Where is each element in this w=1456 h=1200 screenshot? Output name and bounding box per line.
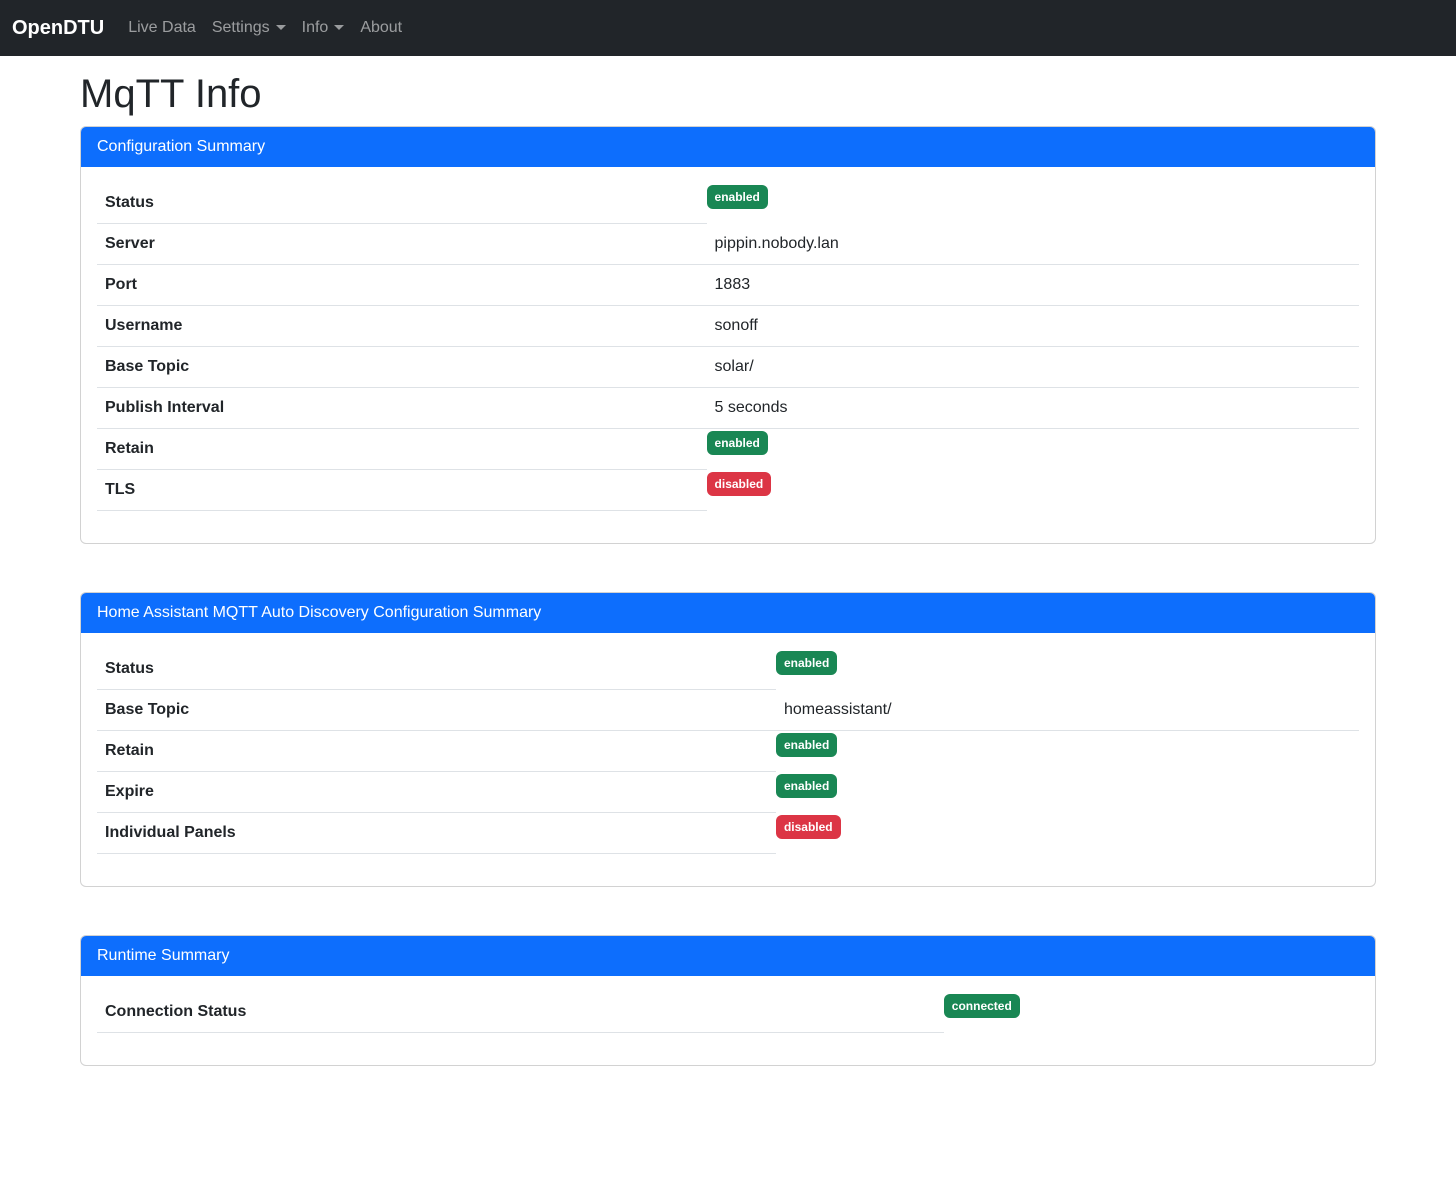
table-row-retain: Retain enabled: [97, 730, 1359, 772]
row-value: homeassistant/: [775, 689, 1359, 731]
card-header-runtime-summary: Runtime Summary: [81, 936, 1375, 976]
status-badge: enabled: [775, 773, 838, 798]
row-label: Status: [97, 183, 707, 224]
nav-item-wrap: Info: [294, 11, 353, 45]
status-badge: disabled: [706, 471, 772, 496]
navbar-brand[interactable]: OpenDTU: [12, 16, 105, 39]
row-label: Base Topic: [97, 689, 776, 731]
row-label: TLS: [97, 469, 707, 511]
row-label: Username: [97, 305, 707, 347]
card-header-home-assistant-mqtt-auto-discovery-configuration-summary: Home Assistant MQTT Auto Discovery Confi…: [81, 593, 1375, 633]
table-row-username: Username sonoff: [97, 305, 1359, 347]
nav-item-settings[interactable]: Settings: [204, 11, 294, 45]
nav-item-wrap: Live Data: [120, 11, 204, 45]
table-row-tls: TLS disabled: [97, 469, 1359, 511]
row-value-cell: enabled: [775, 649, 1359, 690]
table-row-status: Status enabled: [97, 649, 1359, 690]
navbar-menu: Live Data Settings Info About: [120, 11, 410, 45]
row-value: pippin.nobody.lan: [706, 223, 1359, 265]
status-badge: enabled: [706, 185, 768, 210]
table-row-base-topic: Base Topic homeassistant/: [97, 689, 1359, 731]
main-content: MqTT Info Configuration Summary Status ena…: [68, 56, 1388, 1106]
row-label: Base Topic: [97, 346, 707, 388]
navbar: OpenDTU Live Data Settings Info About: [0, 0, 1456, 56]
row-label: Connection Status: [97, 992, 944, 1033]
row-label: Expire: [97, 771, 776, 813]
summary-table: Status enabled Server pippin.nobody.lan Port…: [97, 183, 1359, 511]
nav-item-wrap: Settings: [204, 11, 294, 45]
page-title: MqTT Info: [80, 72, 262, 116]
table-row-connection-status: Connection Status connected: [97, 992, 1359, 1033]
row-value-cell: disabled: [706, 470, 1359, 511]
summary-table: Connection Status connected: [97, 992, 1359, 1033]
row-value-cell: connected: [943, 992, 1359, 1033]
status-badge: enabled: [775, 651, 838, 676]
status-badge: enabled: [775, 733, 838, 758]
row-value: solar/: [706, 346, 1359, 388]
status-badge: disabled: [775, 814, 841, 839]
cards-root: Configuration Summary Status enabled Server…: [80, 126, 1376, 1066]
card-home-assistant-mqtt-auto-discovery-configuration-summary: Home Assistant MQTT Auto Discovery Confi…: [80, 592, 1376, 887]
table-row-individual-panels: Individual Panels disabled: [97, 812, 1359, 854]
status-badge: connected: [943, 994, 1020, 1019]
card-body: Connection Status connected: [81, 976, 1375, 1065]
status-badge: enabled: [706, 431, 768, 456]
row-value-cell: enabled: [706, 183, 1359, 224]
row-value: 5 seconds: [706, 387, 1359, 429]
card-runtime-summary: Runtime Summary Connection Status connecte…: [80, 935, 1376, 1066]
table-row-port: Port 1883: [97, 264, 1359, 306]
table-row-status: Status enabled: [97, 183, 1359, 224]
row-value-cell: enabled: [706, 429, 1359, 470]
card-header-configuration-summary: Configuration Summary: [81, 127, 1375, 167]
card-configuration-summary: Configuration Summary Status enabled Server…: [80, 126, 1376, 544]
row-value-cell: enabled: [775, 731, 1359, 772]
row-label: Status: [97, 649, 776, 690]
row-label: Port: [97, 264, 707, 306]
row-label: Publish Interval: [97, 387, 707, 429]
nav-item-wrap: About: [352, 11, 410, 45]
nav-item-info[interactable]: Info: [294, 11, 353, 45]
row-label: Retain: [97, 428, 707, 470]
row-value-cell: enabled: [775, 772, 1359, 813]
table-row-base-topic: Base Topic solar/: [97, 346, 1359, 388]
nav-item-about[interactable]: About: [360, 19, 403, 36]
table-row-server: Server pippin.nobody.lan: [97, 223, 1359, 265]
row-label: Individual Panels: [97, 812, 776, 854]
nav-item-live-data[interactable]: Live Data: [128, 19, 196, 36]
table-row-retain: Retain enabled: [97, 428, 1359, 470]
card-body: Status enabled Server pippin.nobody.lan Port…: [81, 167, 1375, 543]
row-label: Retain: [97, 730, 776, 772]
row-value: 1883: [706, 264, 1359, 306]
chevron-down-icon: [275, 25, 286, 30]
row-value: sonoff: [706, 305, 1359, 347]
row-value-cell: disabled: [775, 813, 1359, 854]
row-label: Server: [97, 223, 707, 265]
chevron-down-icon: [334, 25, 345, 30]
summary-table: Status enabled Base Topic homeassistant/Ret…: [97, 649, 1359, 854]
table-row-publish-interval: Publish Interval 5 seconds: [97, 387, 1359, 429]
table-row-expire: Expire enabled: [97, 771, 1359, 813]
card-body: Status enabled Base Topic homeassistant/Ret…: [81, 633, 1375, 886]
